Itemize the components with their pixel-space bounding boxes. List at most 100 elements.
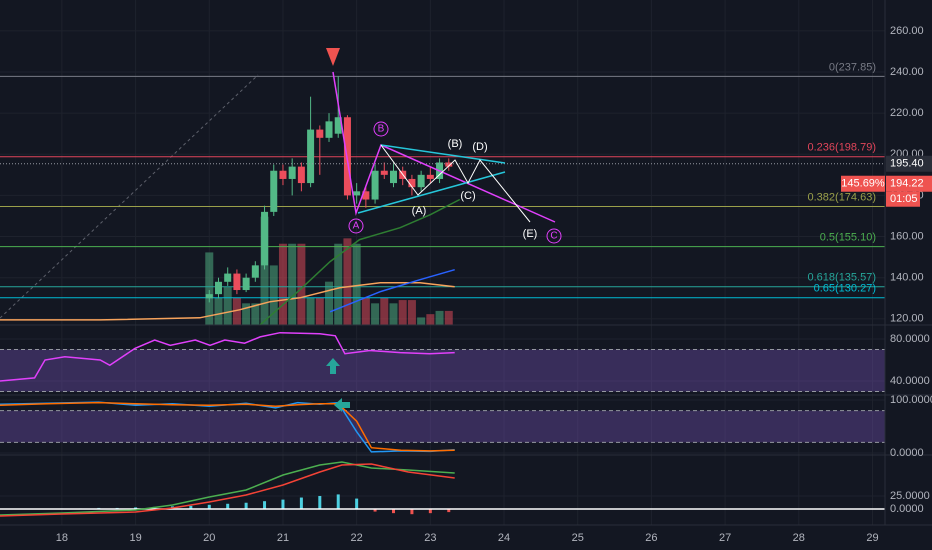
candle-body — [408, 178, 416, 188]
countdown-box — [886, 191, 920, 207]
fib-label: 0.65(130.27) — [814, 283, 876, 295]
candle-body — [279, 170, 287, 179]
volume-bar — [278, 243, 287, 325]
candle-body — [214, 281, 222, 295]
axes: 120.00140.00160.00180.00200.00220.00240.… — [56, 25, 932, 544]
y-tick-label: 0.0000 — [890, 447, 924, 459]
trend-tool — [0, 74, 259, 319]
triangle-line — [380, 144, 506, 164]
histogram-bar — [355, 498, 359, 509]
band — [0, 349, 885, 392]
x-tick-label: 28 — [793, 532, 805, 544]
volume-bar — [297, 243, 306, 325]
change-box — [841, 175, 885, 192]
wave-label: (D) — [472, 141, 487, 153]
histogram-bar — [226, 503, 230, 509]
x-tick-label: 20 — [203, 532, 215, 544]
y-tick-label: 80.0000 — [890, 333, 930, 345]
x-tick-label: 29 — [866, 532, 878, 544]
volume-bar — [380, 297, 389, 325]
indicator-line — [0, 463, 455, 517]
wave-label: C — [550, 231, 557, 242]
y-tick-label: 260.00 — [890, 25, 924, 37]
x-tick-label: 22 — [351, 532, 363, 544]
y-tick-label: 100.0000 — [890, 394, 932, 406]
indicator-line — [0, 331, 455, 382]
wave-label: B — [378, 124, 385, 135]
x-tick-label: 26 — [645, 532, 657, 544]
band — [0, 410, 885, 443]
candle-body — [270, 170, 278, 212]
volume-bar — [260, 216, 269, 325]
indicator-line — [329, 268, 455, 313]
candle-body — [426, 174, 434, 179]
candle-body — [288, 166, 296, 179]
indicator-line — [259, 198, 461, 326]
histogram-bar — [299, 497, 303, 509]
histogram-bar — [207, 504, 211, 509]
x-tick-label: 18 — [56, 532, 68, 544]
volume-bar — [435, 310, 444, 325]
candle-body — [242, 277, 250, 291]
histogram-bar — [134, 507, 138, 509]
histogram-bar — [318, 495, 322, 509]
volume-bar — [306, 297, 315, 325]
candle-body — [445, 162, 453, 167]
indicator-line — [0, 461, 455, 516]
histogram-bar — [428, 508, 432, 514]
volume-bar — [417, 317, 426, 325]
volume-bar — [444, 310, 453, 325]
candle-body — [316, 129, 324, 138]
wave-label: (E) — [523, 228, 538, 240]
wave-label: (A) — [412, 205, 427, 217]
candle-body — [233, 273, 241, 291]
histogram-bar — [391, 508, 395, 514]
y-tick-label: 0.0000 — [890, 503, 924, 515]
candle-body — [362, 191, 370, 200]
histogram-bar — [263, 501, 267, 509]
y-tick-label: 220.00 — [890, 107, 924, 119]
volume-bar — [223, 287, 232, 325]
candle-body — [261, 211, 269, 266]
wave-label: (B) — [448, 138, 463, 150]
triangle-line — [357, 171, 506, 214]
volume-bar — [242, 303, 251, 325]
circle — [348, 218, 364, 234]
candle-body — [325, 121, 333, 138]
last-price-box — [886, 175, 932, 192]
histogram-bar — [244, 502, 248, 509]
volume-bar — [398, 300, 407, 325]
volume-bar — [407, 300, 416, 325]
volume-bar — [389, 303, 398, 325]
price-box — [886, 155, 932, 172]
candle-body — [389, 170, 397, 184]
volume-bar — [251, 303, 260, 325]
candle-body — [417, 174, 425, 188]
fib-label: 0.382(174.63) — [808, 191, 877, 203]
candle-body — [334, 117, 342, 134]
plots: 0(237.85) 0.236(198.79) 0.382(174.63) 0.5(1… — [0, 61, 885, 517]
volume-bar — [325, 281, 334, 325]
arrow-up — [326, 358, 340, 374]
circle — [373, 121, 389, 137]
circle — [546, 228, 562, 244]
price-label: 195.40 — [890, 158, 924, 170]
candle-body — [307, 129, 315, 184]
change-label: 145.69% — [841, 178, 885, 190]
volume-bar — [334, 243, 343, 325]
fib-label: 0.5(155.10) — [820, 232, 876, 244]
histogram-bar — [447, 508, 451, 513]
y-tick-label: 40.0000 — [890, 375, 930, 387]
wave-label: (C) — [460, 190, 475, 202]
candle-body — [353, 191, 361, 196]
histogram-bar — [373, 508, 377, 512]
volume-bar — [315, 297, 324, 325]
volume-bar — [426, 314, 435, 325]
fib-label: 0.236(198.79) — [808, 142, 877, 154]
x-tick-label: 23 — [424, 532, 436, 544]
volume-bar — [343, 238, 352, 325]
volume-bar — [361, 297, 370, 325]
wave-label: A — [353, 221, 360, 232]
x-tick-label: 19 — [129, 532, 141, 544]
volume-bar — [232, 297, 241, 325]
